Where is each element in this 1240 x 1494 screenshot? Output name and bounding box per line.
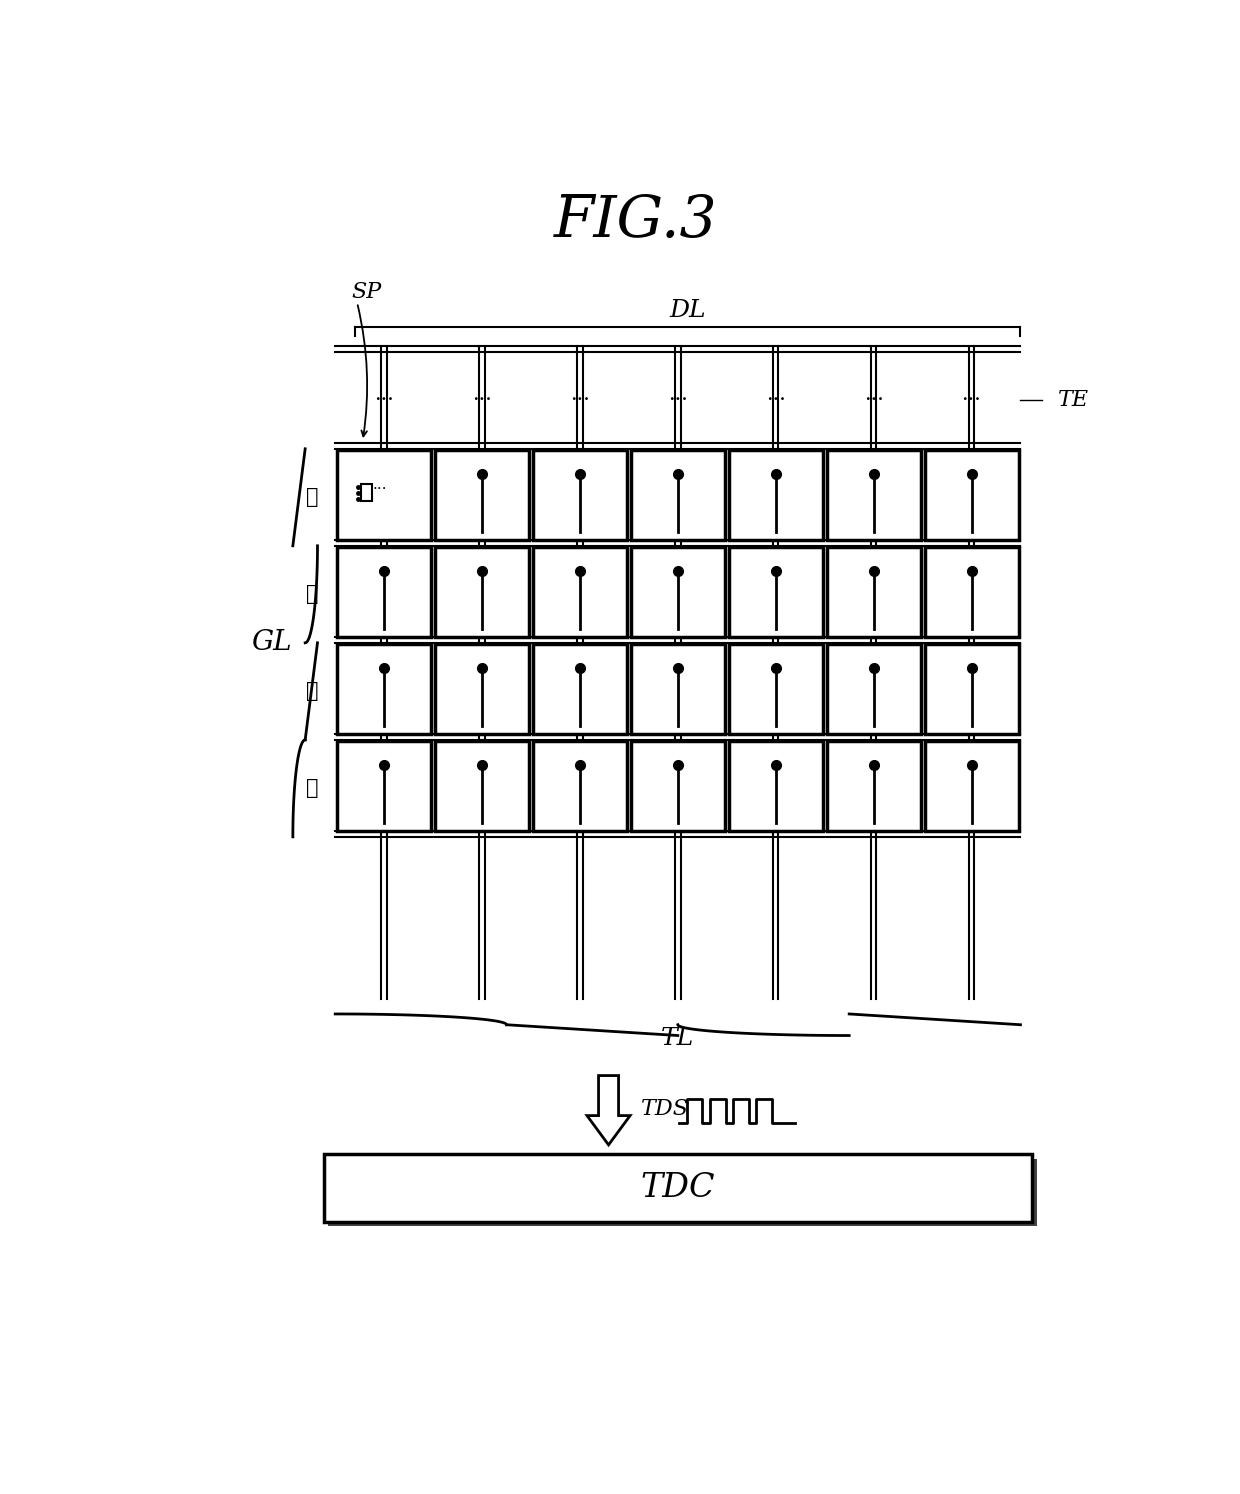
Bar <box>925 741 1018 831</box>
Bar <box>729 547 823 636</box>
Text: SP: SP <box>351 281 381 303</box>
Text: ···: ··· <box>864 391 884 409</box>
Text: ···: ··· <box>570 391 590 409</box>
Text: ···: ··· <box>472 391 492 409</box>
Bar <box>729 644 823 734</box>
Bar <box>631 450 725 539</box>
Bar <box>631 644 725 734</box>
Bar <box>827 644 920 734</box>
Bar <box>337 741 432 831</box>
Text: ⋮: ⋮ <box>306 584 319 604</box>
Polygon shape <box>324 1153 1032 1222</box>
Text: ⋮: ⋮ <box>306 487 319 506</box>
Bar <box>435 547 529 636</box>
Text: ⋮: ⋮ <box>306 681 319 701</box>
Bar <box>337 547 432 636</box>
Bar <box>827 450 920 539</box>
Text: TDC: TDC <box>641 1171 715 1204</box>
Bar <box>435 450 529 539</box>
Bar <box>925 450 1018 539</box>
Bar <box>631 741 725 831</box>
Polygon shape <box>587 1076 630 1144</box>
Text: ···: ··· <box>373 483 388 496</box>
Bar <box>729 741 823 831</box>
Bar <box>435 644 529 734</box>
Text: DL: DL <box>670 299 706 321</box>
Text: GL: GL <box>250 629 291 656</box>
Text: TE: TE <box>1058 390 1089 411</box>
Bar <box>533 644 627 734</box>
Bar <box>631 547 725 636</box>
Bar <box>435 741 529 831</box>
Bar <box>533 547 627 636</box>
Bar <box>337 644 432 734</box>
Bar <box>533 741 627 831</box>
Bar <box>827 547 920 636</box>
Text: ···: ··· <box>668 391 688 409</box>
Bar <box>925 644 1018 734</box>
Bar <box>729 450 823 539</box>
Text: ···: ··· <box>374 391 394 409</box>
Text: TDS: TDS <box>641 1098 689 1119</box>
Polygon shape <box>329 1159 1037 1227</box>
Bar <box>925 547 1018 636</box>
Text: ···: ··· <box>961 391 982 409</box>
Bar <box>361 484 372 500</box>
Bar <box>533 450 627 539</box>
Text: ⋮: ⋮ <box>306 778 319 798</box>
Text: FIG.3: FIG.3 <box>554 193 717 249</box>
Bar <box>337 450 432 539</box>
Text: TL: TL <box>661 1026 694 1050</box>
Bar <box>827 741 920 831</box>
Text: ···: ··· <box>766 391 786 409</box>
